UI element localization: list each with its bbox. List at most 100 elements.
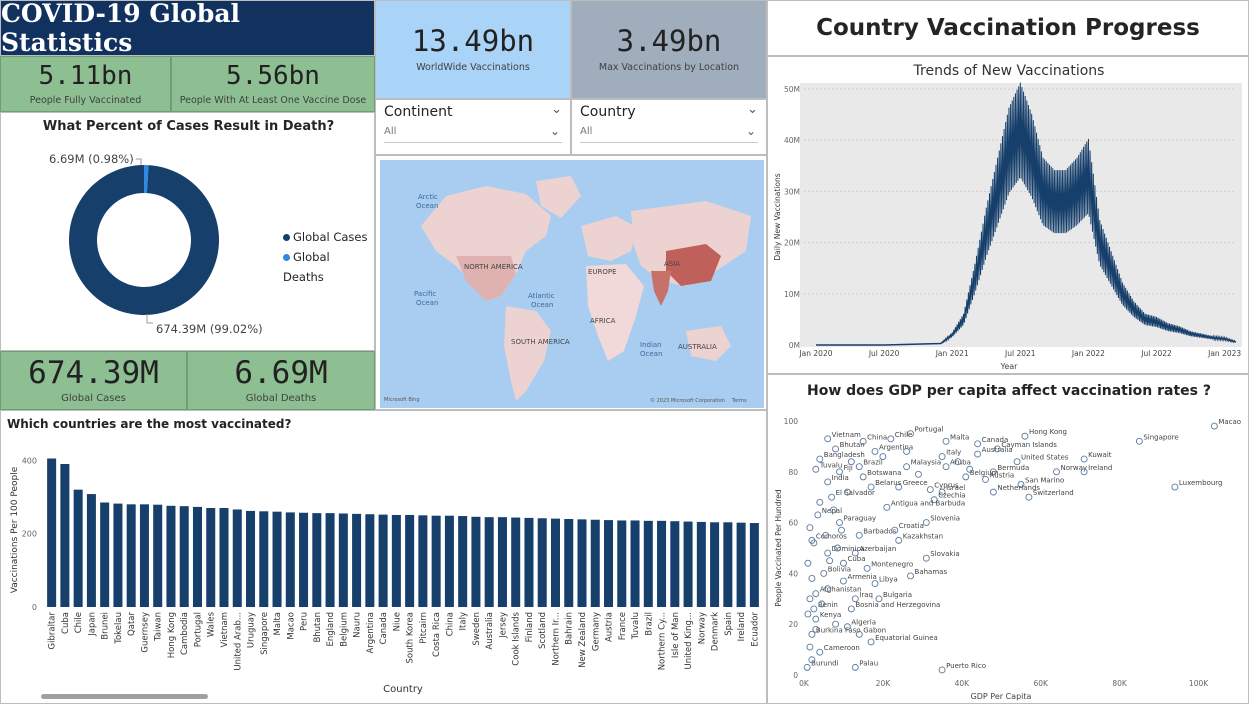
scatter-point[interactable]: [871, 448, 879, 455]
scatter-point[interactable]: [806, 524, 814, 532]
scatter-point[interactable]: [903, 448, 911, 455]
bar[interactable]: [73, 489, 83, 607]
scatter-point[interactable]: [974, 450, 982, 458]
kpi-global-cases[interactable]: 674.39M Global Cases: [0, 351, 187, 410]
scatter-point[interactable]: [930, 496, 938, 504]
scatter-point[interactable]: [875, 595, 883, 603]
bar[interactable]: [60, 464, 70, 607]
scatter-point[interactable]: [895, 483, 903, 491]
bar[interactable]: [325, 513, 335, 607]
kpi-max-vaccinations[interactable]: 3.49bn Max Vaccinations by Location: [571, 0, 767, 99]
scatter-point[interactable]: [926, 486, 934, 494]
line-chart[interactable]: Trends of New Vaccinations 0M 10M 20M 30M 40M…: [768, 57, 1249, 374]
scatter-point[interactable]: [851, 549, 859, 557]
line-chart-panel[interactable]: Trends of New Vaccinations 0M 10M 20M 30M 40M…: [767, 56, 1249, 374]
scatter-point[interactable]: [804, 559, 812, 567]
scatter-point[interactable]: [922, 519, 930, 527]
donut-chart-panel[interactable]: What Percent of Cases Result in Death? 6…: [0, 112, 375, 351]
bar[interactable]: [444, 515, 454, 607]
scatter-point[interactable]: [954, 458, 962, 466]
scatter-point[interactable]: [1135, 437, 1143, 445]
kpi-global-deaths[interactable]: 6.69M Global Deaths: [187, 351, 375, 410]
chevron-down-icon[interactable]: ⌄: [747, 102, 758, 117]
scatter-point[interactable]: [824, 478, 832, 486]
bar[interactable]: [511, 517, 521, 607]
world-map[interactable]: Arctic Ocean NORTH AMERICA EUROPE ASIA P…: [376, 156, 767, 410]
country-slicer[interactable]: Country ⌄ All ⌄: [571, 99, 767, 155]
scatter-point[interactable]: [887, 435, 895, 443]
scatter-point[interactable]: [989, 488, 997, 496]
bar[interactable]: [312, 513, 322, 607]
bar[interactable]: [484, 517, 494, 607]
scatter-point[interactable]: [1080, 468, 1088, 476]
scatter-point[interactable]: [883, 503, 891, 511]
country-dropdown[interactable]: All ⌄: [580, 124, 758, 143]
bar[interactable]: [219, 508, 229, 607]
scatter-point[interactable]: [806, 643, 814, 651]
bar[interactable]: [179, 506, 189, 607]
scatter-point[interactable]: [822, 531, 830, 539]
bar[interactable]: [617, 520, 627, 607]
scatter-point[interactable]: [855, 463, 863, 471]
bar[interactable]: [352, 513, 362, 607]
scatter-point[interactable]: [824, 549, 832, 557]
scatter-point[interactable]: [962, 473, 970, 481]
scatter-point[interactable]: [847, 458, 855, 466]
scatter-point[interactable]: [1080, 455, 1088, 463]
bar[interactable]: [272, 511, 282, 607]
scatter-point[interactable]: [847, 605, 855, 613]
scatter-point[interactable]: [836, 468, 843, 476]
bar[interactable]: [643, 520, 653, 607]
scatter-point[interactable]: [812, 625, 820, 633]
scatter-point[interactable]: [895, 536, 903, 544]
bar[interactable]: [577, 519, 587, 607]
bar[interactable]: [590, 519, 600, 607]
scatter-point[interactable]: [808, 575, 816, 582]
scatter-point[interactable]: [820, 569, 828, 577]
bar[interactable]: [630, 520, 640, 607]
continent-dropdown[interactable]: All ⌄: [384, 124, 562, 143]
scatter-point[interactable]: [818, 600, 826, 608]
scatter-point[interactable]: [814, 511, 822, 519]
bar[interactable]: [166, 505, 176, 607]
bar[interactable]: [696, 521, 706, 607]
scatter-chart-panel[interactable]: How does GDP per capita affect vaccinati…: [767, 374, 1249, 704]
donut-chart[interactable]: [1, 113, 375, 351]
scatter-point[interactable]: [808, 630, 816, 638]
scatter-point[interactable]: [1171, 483, 1179, 491]
scatter-point[interactable]: [840, 577, 847, 585]
scatter-point[interactable]: [828, 493, 836, 501]
scatter-point[interactable]: [1021, 432, 1029, 440]
scatter-point[interactable]: [816, 498, 824, 506]
scatter-point[interactable]: [812, 615, 820, 623]
scatter-point[interactable]: [855, 531, 863, 539]
scatter-point[interactable]: [907, 572, 914, 580]
bar[interactable]: [471, 516, 481, 607]
donut-slice-cases[interactable]: [68, 165, 219, 315]
scatter-point[interactable]: [843, 488, 851, 496]
scatter-point[interactable]: [843, 623, 851, 631]
scatter-point[interactable]: [903, 463, 911, 471]
scatter-point[interactable]: [907, 430, 914, 438]
bar[interactable]: [299, 512, 309, 607]
scatter-chart[interactable]: How does GDP per capita affect vaccinati…: [768, 375, 1249, 704]
scatter-point[interactable]: [834, 544, 841, 552]
scatter-point[interactable]: [1210, 422, 1218, 430]
bar[interactable]: [657, 520, 667, 607]
kpi-fully-vaccinated[interactable]: 5.11bn People Fully Vaccinated: [0, 56, 171, 112]
scatter-point[interactable]: [993, 445, 1001, 453]
donut-slice-deaths[interactable]: [144, 165, 149, 194]
bar[interactable]: [418, 515, 428, 607]
scatter-point[interactable]: [942, 463, 950, 471]
bar[interactable]: [564, 519, 574, 607]
scatter-point[interactable]: [816, 648, 824, 656]
scatter-point[interactable]: [826, 557, 834, 565]
bar[interactable]: [604, 520, 614, 607]
scatter-point[interactable]: [804, 610, 812, 618]
scatter-point[interactable]: [1013, 458, 1021, 466]
scatter-point[interactable]: [810, 539, 818, 547]
bar[interactable]: [550, 518, 560, 607]
bar[interactable]: [192, 506, 202, 607]
scatter-point[interactable]: [891, 526, 899, 534]
